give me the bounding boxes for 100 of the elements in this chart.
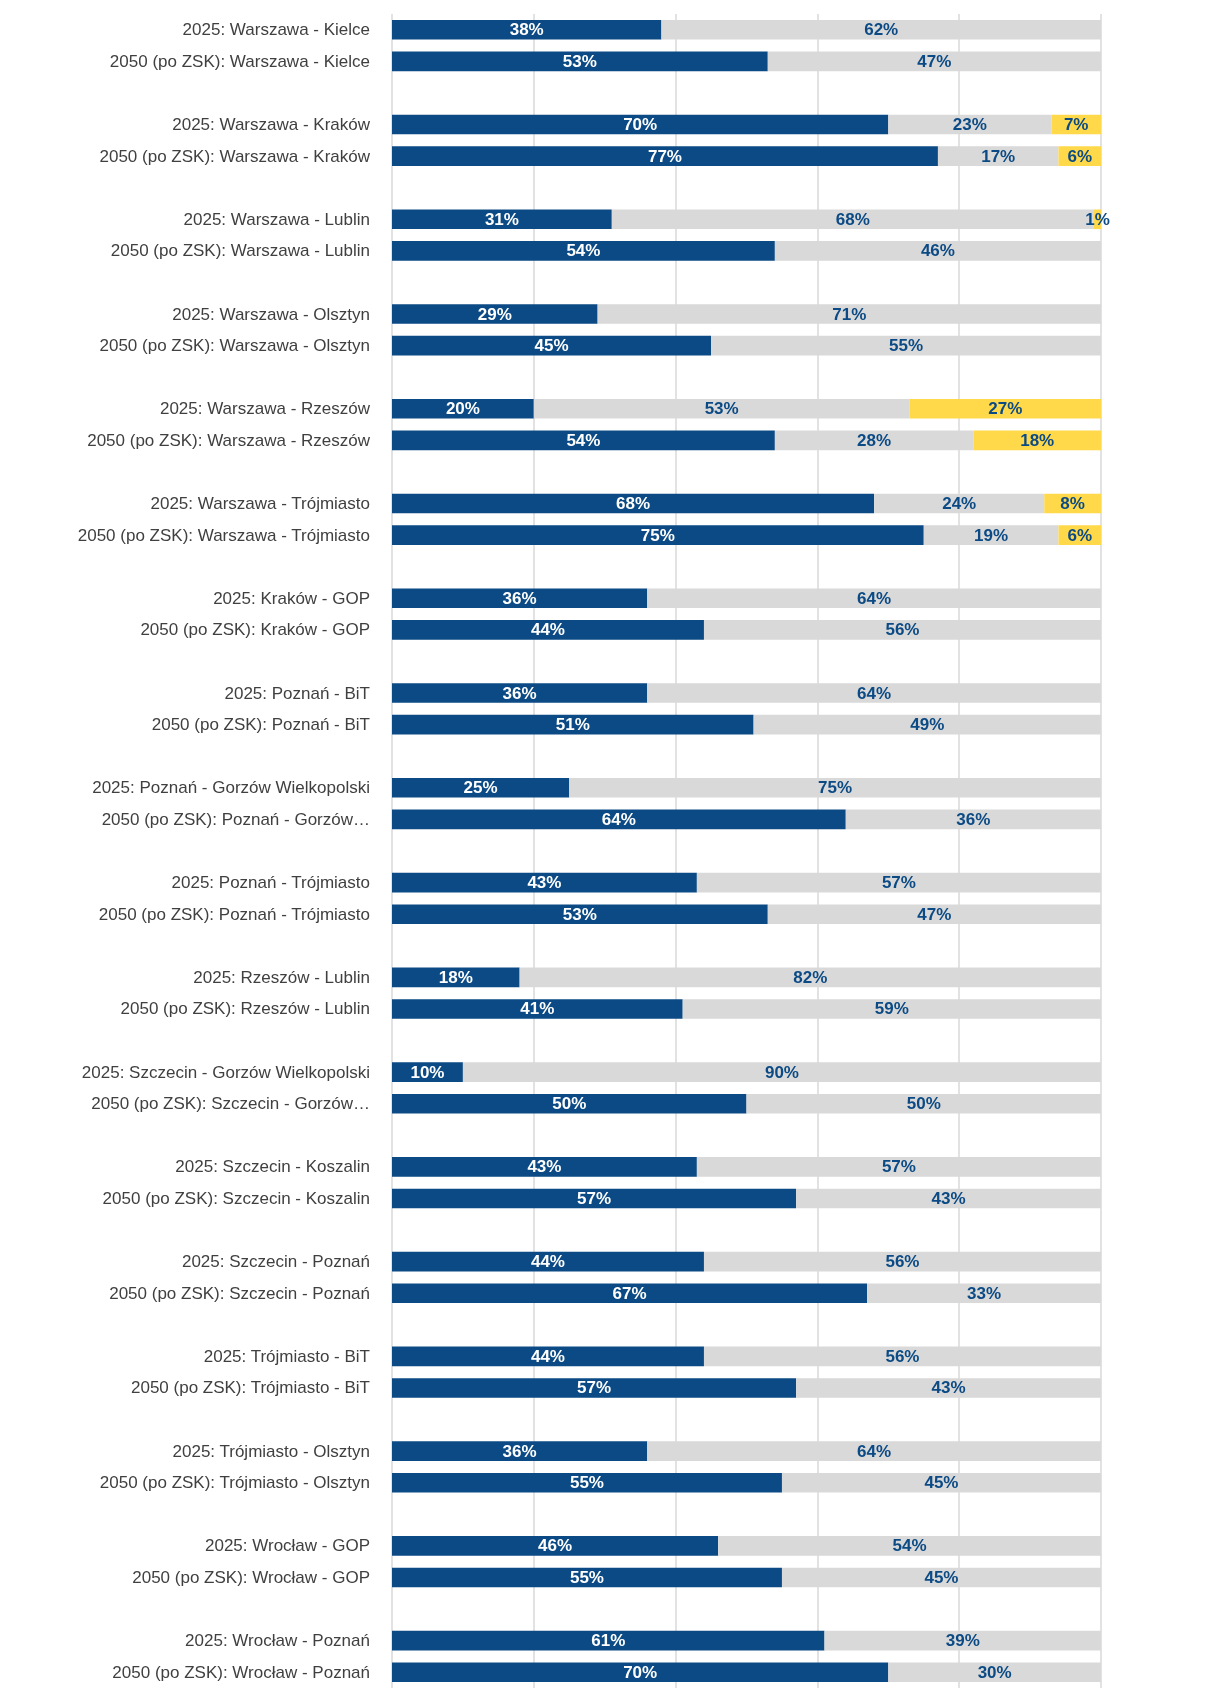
y-tick-label: 2025: Trójmiasto - Olsztyn — [172, 1441, 370, 1461]
data-label: 45% — [924, 1473, 959, 1493]
y-tick-label: 2050 (po ZSK): Wrocław - Poznań — [112, 1662, 370, 1682]
y-tick-label: 2050 (po ZSK): Warszawa - Lublin — [110, 241, 370, 261]
y-tick-label: 2025: Poznań - BiT — [224, 683, 370, 703]
y-tick-label: 2050 (po ZSK): Trójmiasto - Olsztyn — [99, 1473, 370, 1493]
bar — [392, 304, 598, 324]
data-label: 28% — [857, 430, 892, 450]
data-label: 7% — [1063, 115, 1089, 135]
data-label: 8% — [1060, 494, 1085, 514]
bar — [392, 399, 534, 419]
data-label: 23% — [952, 115, 987, 135]
bar — [392, 1536, 719, 1556]
bar — [392, 430, 775, 451]
data-label: 56% — [885, 1252, 920, 1272]
data-label: 57% — [577, 1188, 612, 1208]
data-label: 43% — [931, 1378, 966, 1398]
y-tick-label: 2050 (po ZSK): Rzeszów - Lublin — [120, 999, 370, 1019]
data-label: 25% — [463, 778, 498, 798]
data-label: 41% — [520, 999, 555, 1019]
bar — [392, 114, 889, 135]
data-label: 27% — [988, 399, 1023, 419]
data-label: 46% — [538, 1536, 573, 1556]
data-label: 75% — [818, 778, 853, 798]
bar — [392, 493, 875, 514]
data-label: 45% — [924, 1567, 959, 1587]
bar — [392, 1472, 782, 1493]
bar — [392, 20, 662, 40]
y-tick-label: 2050 (po ZSK): Trójmiasto - BiT — [130, 1378, 370, 1398]
bar — [392, 209, 612, 230]
y-tick-label: 2025: Warszawa - Rzeszów — [159, 399, 371, 419]
data-label: 62% — [864, 20, 899, 40]
data-label: 64% — [857, 588, 892, 608]
bar — [392, 1157, 697, 1177]
bar — [392, 620, 704, 640]
data-label: 54% — [892, 1536, 927, 1556]
bar — [392, 809, 846, 830]
y-tick-label: 2025: Warszawa - Kraków — [172, 115, 371, 135]
y-tick-label: 2025: Kraków - GOP — [213, 588, 370, 608]
data-label: 43% — [931, 1188, 966, 1208]
bar — [392, 1441, 648, 1461]
y-tick-label: 2025: Warszawa - Kielce — [182, 20, 370, 40]
data-label: 38% — [509, 20, 544, 40]
data-label: 57% — [881, 873, 916, 893]
data-label: 55% — [569, 1567, 604, 1587]
data-label: 47% — [917, 51, 952, 71]
data-label: 57% — [881, 1157, 916, 1177]
y-tick-label: 2050 (po ZSK): Wrocław - GOP — [132, 1567, 370, 1587]
data-label: 6% — [1067, 525, 1093, 545]
bar — [909, 399, 1101, 419]
y-tick-label: 2025: Poznań - Trójmiasto — [171, 873, 370, 893]
data-label: 36% — [502, 588, 537, 608]
y-tick-label: 2050 (po ZSK): Warszawa - Olsztyn — [99, 336, 370, 356]
bar — [392, 588, 648, 609]
bar — [392, 335, 712, 356]
bar — [392, 999, 683, 1019]
data-label: 10% — [410, 1062, 445, 1082]
data-label: 36% — [502, 1441, 537, 1461]
data-label: 45% — [534, 336, 569, 356]
y-tick-label: 2025: Szczecin - Gorzów Wielkopolski — [81, 1062, 370, 1082]
data-label: 51% — [555, 715, 590, 735]
bar — [392, 51, 768, 72]
y-tick-label: 2025: Trójmiasto - BiT — [203, 1346, 370, 1366]
data-label: 53% — [704, 399, 739, 419]
data-label: 56% — [885, 620, 920, 640]
data-label: 57% — [577, 1378, 612, 1398]
data-label: 44% — [530, 1346, 565, 1366]
bar — [392, 1567, 782, 1588]
bar — [392, 1188, 797, 1209]
data-label: 90% — [764, 1062, 799, 1082]
data-label: 61% — [591, 1631, 626, 1651]
data-label: 33% — [967, 1283, 1002, 1303]
y-tick-label: 2025: Warszawa - Olsztyn — [172, 304, 370, 324]
data-label: 47% — [917, 904, 952, 924]
bar — [392, 1093, 747, 1114]
data-label: 59% — [874, 999, 909, 1019]
y-tick-label: 2050 (po ZSK): Warszawa - Kraków — [99, 146, 371, 166]
data-label: 68% — [616, 494, 651, 514]
bar — [392, 146, 938, 166]
data-label: 54% — [566, 430, 601, 450]
data-label: 77% — [647, 146, 682, 166]
data-label: 56% — [885, 1346, 920, 1366]
y-tick-label: 2025: Wrocław - Poznań — [185, 1631, 370, 1651]
data-label: 46% — [920, 241, 955, 261]
y-tick-label: 2025: Szczecin - Poznań — [181, 1252, 370, 1272]
bar — [392, 904, 768, 924]
y-tick-label: 2025: Poznań - Gorzów Wielkopolski — [92, 778, 370, 798]
data-label: 44% — [530, 1252, 565, 1272]
data-label: 6% — [1067, 146, 1093, 166]
data-label: 18% — [438, 967, 473, 987]
data-label: 18% — [1020, 430, 1055, 450]
bar — [392, 778, 570, 798]
y-tick-label: 2050 (po ZSK): Kraków - GOP — [140, 620, 370, 640]
data-label: 64% — [601, 809, 636, 829]
data-label: 53% — [562, 51, 597, 71]
data-label: 55% — [569, 1473, 604, 1493]
data-label: 19% — [974, 525, 1009, 545]
bar — [392, 714, 754, 735]
y-tick-label: 2050 (po ZSK): Warszawa - Trójmiasto — [77, 525, 370, 545]
bar — [392, 1378, 797, 1398]
